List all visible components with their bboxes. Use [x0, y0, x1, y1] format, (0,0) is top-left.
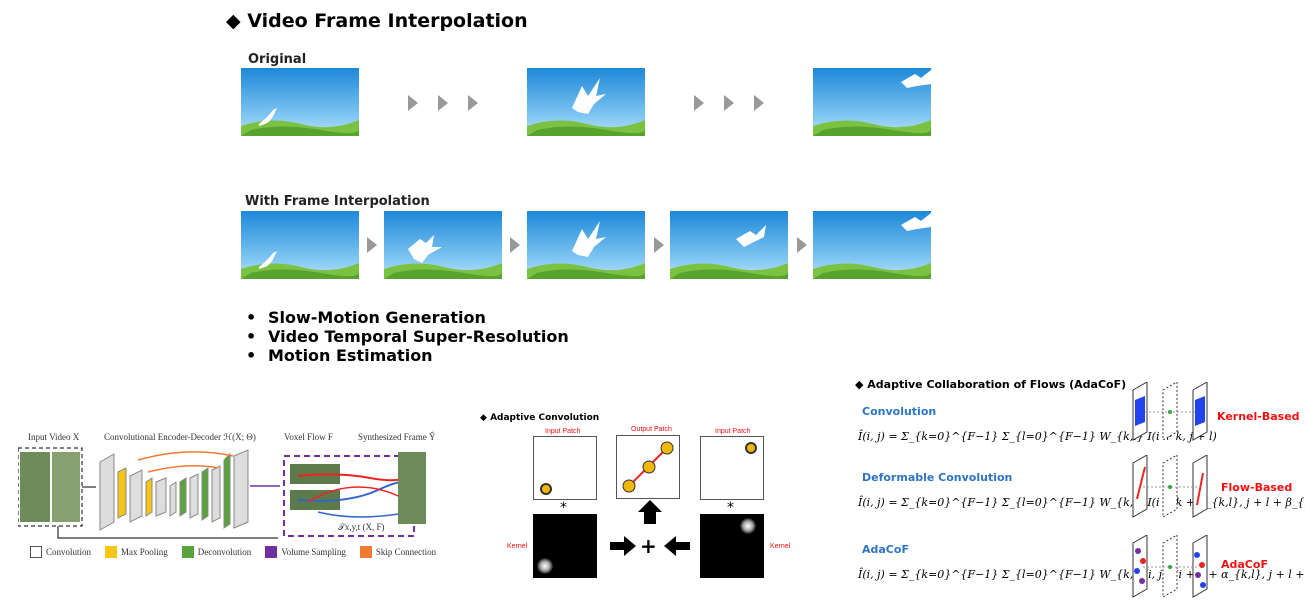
original-frame-3: [813, 68, 931, 136]
interp-frame-2: [384, 211, 502, 279]
output-patch: [616, 435, 680, 499]
interp-frame-1: [241, 211, 359, 279]
voxel-flow-diagram: Input Video X Convolutional Encoder-Deco…: [18, 428, 443, 563]
adacof-diagram: [1132, 535, 1208, 598]
kernel-based-diagram: [1132, 382, 1208, 441]
legend-swatch: [359, 546, 372, 558]
original-frame-1: [241, 68, 359, 136]
tag-kernel-based: Kernel-Based: [1217, 410, 1300, 423]
kernel-1: [533, 514, 597, 578]
legend-item: Max Pooling: [105, 546, 168, 558]
original-frame-2: [527, 68, 645, 136]
legend-swatch: [30, 546, 42, 558]
legend-item: Skip Connection: [359, 546, 436, 558]
adaptive-conv-title: ◆ Adaptive Convolution: [480, 413, 600, 423]
input-video-label: Input Video X: [28, 432, 80, 442]
input-patch-label-2: Input Patch: [715, 428, 751, 435]
formula-deformable: Î(i, j) = Σ_{k=0}^{F−1} Σ_{l=0}^{F−1} W_…: [858, 496, 1305, 509]
legend-item: Convolution: [30, 546, 91, 558]
legend-swatch: [181, 546, 194, 558]
interp-arrow-2: [510, 237, 520, 253]
section-name-convolution: Convolution: [862, 405, 937, 418]
bullet-item: • Video Temporal Super-Resolution: [246, 327, 569, 346]
arrows-icon: [610, 500, 690, 556]
legend-swatch: [265, 546, 278, 558]
section-name-adacof: AdaCoF: [862, 543, 909, 556]
interp-frame-3: [527, 211, 645, 279]
tag-flow-based: Flow-Based: [1221, 481, 1293, 494]
legend-item: Deconvolution: [181, 546, 251, 558]
arrow-group-1: [408, 95, 478, 111]
formula-convolution: Î(i, j) = Σ_{k=0}^{F−1} Σ_{l=0}^{F−1} W_…: [858, 430, 1217, 443]
kernel-label-1: Kernel: [507, 543, 528, 550]
interp-arrow-4: [797, 237, 807, 253]
interp-arrow-3: [654, 237, 664, 253]
voxel-legend: Convolution Max Pooling Deconvolution Vo…: [30, 546, 436, 558]
voxel-flow-label: Voxel Flow F: [284, 432, 333, 442]
flow-based-diagram: [1132, 455, 1208, 518]
encoder-label: Convolutional Encoder-Decoder ℋ(X; Θ): [104, 432, 256, 442]
input-patch-label-1: Input Patch: [545, 428, 581, 435]
bullet-item: • Motion Estimation: [246, 346, 433, 365]
legend-item: Volume Sampling: [265, 546, 346, 558]
tag-adacof: AdaCoF: [1221, 558, 1268, 571]
convolve-symbol: *: [727, 500, 734, 516]
bullet-item: • Slow-Motion Generation: [246, 308, 486, 327]
synth-frame-label: Synthesized Frame Ŷ: [358, 432, 436, 442]
plus-symbol: +: [640, 534, 657, 558]
arrow-group-2: [694, 95, 764, 111]
original-label: Original: [248, 52, 307, 67]
input-patch-2: [700, 436, 764, 500]
interp-label: With Frame Interpolation: [245, 194, 430, 209]
input-patch-1: [533, 436, 597, 500]
interp-frame-5: [813, 211, 931, 279]
adacof-title: ◆ Adaptive Collaboration of Flows (AdaCo…: [855, 378, 1127, 391]
kernel-2: [700, 514, 764, 578]
kernel-label-2: Kernel: [770, 543, 791, 550]
sampling-function-label: 𝒯x,y,t (X, F): [338, 522, 385, 532]
page-title: ◆ Video Frame Interpolation: [226, 10, 528, 32]
convolve-symbol: *: [560, 500, 567, 516]
section-name-deformable: Deformable Convolution: [862, 471, 1013, 484]
interp-arrow-1: [367, 237, 377, 253]
legend-swatch: [105, 546, 118, 558]
output-patch-label: Output Patch: [631, 426, 672, 433]
interp-frame-4: [670, 211, 788, 279]
bee-icon: [540, 483, 552, 495]
bee-icon: [745, 442, 757, 454]
